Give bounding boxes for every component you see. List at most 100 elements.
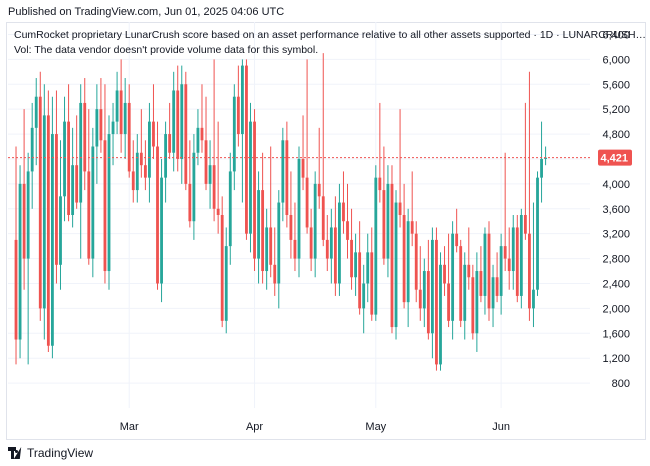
- candle-body: [354, 252, 358, 278]
- candle-body: [188, 183, 192, 222]
- candle-body: [422, 271, 426, 309]
- candle-body: [532, 289, 535, 309]
- x-tick-label: May: [365, 421, 386, 433]
- candle-body: [87, 171, 91, 259]
- brand-name: TradingView: [27, 446, 94, 460]
- candle-body: [160, 177, 163, 284]
- candle-body: [523, 215, 527, 234]
- y-tick-label: 3,200: [602, 229, 630, 241]
- candle-body: [499, 246, 503, 296]
- x-tick-label: Apr: [246, 421, 263, 433]
- candle-body: [418, 289, 422, 309]
- candle-body: [34, 96, 38, 128]
- candle-body: [410, 221, 414, 234]
- y-tick-label: 4,800: [602, 129, 630, 141]
- candle-body: [540, 158, 543, 178]
- candle-body: [503, 246, 507, 259]
- candle-body: [208, 165, 212, 184]
- candle-body: [366, 252, 370, 284]
- candle-body: [471, 277, 475, 334]
- candle-body: [439, 264, 442, 365]
- candle-body: [394, 202, 398, 328]
- candle-body: [370, 252, 374, 315]
- candle-body: [321, 196, 325, 240]
- candle-body: [374, 177, 378, 315]
- candle-body: [447, 283, 450, 321]
- candle-body: [224, 246, 228, 321]
- candle-body: [511, 227, 515, 272]
- candle-body: [515, 227, 519, 296]
- candle-body: [232, 96, 236, 172]
- candle-body: [459, 246, 463, 321]
- candle-body: [42, 115, 46, 309]
- candle-body: [111, 121, 115, 135]
- candle-body: [289, 215, 293, 240]
- candle-body: [382, 190, 386, 259]
- y-axis: 800 1,200 1,600 2,000 2,400 2,800 3,200 3,600 4,…: [602, 29, 630, 390]
- candle-body: [451, 233, 455, 321]
- candle-body: [487, 233, 491, 309]
- candle-body: [168, 134, 172, 153]
- chart-legend[interactable]: CumRocket proprietary LunarCrush score b…: [14, 28, 646, 58]
- candle-body: [329, 227, 333, 259]
- y-tick-label: 5,200: [602, 104, 630, 116]
- candle-body: [358, 252, 362, 309]
- candle-body: [491, 277, 495, 309]
- candle-body: [443, 264, 446, 284]
- y-tick-label: 5,600: [602, 79, 630, 91]
- candle-body: [156, 146, 159, 284]
- candle-body: [55, 134, 58, 265]
- candle-body: [99, 109, 103, 141]
- candle-body: [285, 140, 289, 215]
- candle-body: [135, 152, 139, 191]
- candle-body: [426, 271, 430, 334]
- x-tick-label: Mar: [120, 421, 139, 433]
- candle-body: [333, 227, 337, 284]
- candle-body: [281, 140, 285, 203]
- candle-body: [95, 109, 99, 147]
- candle-body: [495, 277, 499, 296]
- candle-body: [253, 121, 256, 259]
- candle-body: [119, 90, 123, 135]
- candle-body: [475, 271, 479, 334]
- candle-body: [46, 115, 50, 346]
- candle-body: [91, 146, 95, 259]
- y-tick-label: 1,600: [602, 328, 630, 340]
- candle-body: [172, 90, 176, 153]
- candle-body: [143, 165, 147, 178]
- last-price-box: [598, 149, 632, 166]
- candle-body: [479, 271, 483, 296]
- candle-body: [398, 202, 402, 215]
- chart-frame[interactable]: [6, 22, 646, 440]
- candle-body: [309, 227, 313, 259]
- candle-body: [455, 233, 459, 247]
- candle-body: [297, 158, 301, 259]
- candle-body: [103, 140, 107, 272]
- candle-body: [338, 202, 341, 284]
- candle-body: [265, 227, 269, 272]
- published-caption: Published on TradingView.com, Jun 01, 20…: [8, 6, 285, 18]
- candle-body: [390, 183, 394, 328]
- candle-body: [430, 239, 434, 334]
- candle-body: [435, 239, 438, 365]
- candle-body: [204, 140, 208, 184]
- candle-body: [139, 152, 143, 166]
- candle-body: [305, 177, 309, 228]
- candle-body: [467, 264, 471, 278]
- candle-body: [257, 190, 260, 259]
- candle-body: [216, 208, 220, 215]
- candle-body: [249, 121, 252, 234]
- candle-body: [148, 121, 151, 178]
- candle-body: [544, 157, 548, 159]
- candle-body: [127, 102, 131, 172]
- candle-body: [406, 221, 410, 303]
- candle-body: [378, 177, 382, 191]
- x-tick-label: Jun: [492, 421, 510, 433]
- candle-body: [313, 183, 317, 259]
- y-tick-label: 2,400: [602, 278, 630, 290]
- candle-body: [350, 239, 353, 278]
- y-tick-label: 2,000: [602, 303, 630, 315]
- tradingview-brand[interactable]: TradingView: [8, 446, 93, 460]
- candle-body: [75, 165, 79, 203]
